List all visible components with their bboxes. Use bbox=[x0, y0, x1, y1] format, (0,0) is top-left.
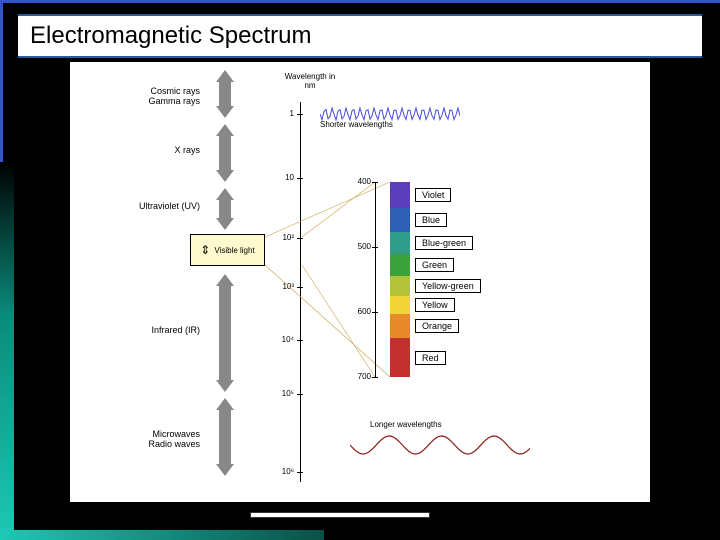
color-segment bbox=[390, 208, 410, 232]
color-label: Blue bbox=[415, 213, 447, 227]
color-label: Yellow-green bbox=[415, 279, 481, 293]
visible-tick-label: 600 bbox=[351, 307, 371, 316]
color-label: Orange bbox=[415, 319, 459, 333]
visible-tick-label: 400 bbox=[351, 177, 371, 186]
color-label: Violet bbox=[415, 188, 451, 202]
visible-tick-label: 500 bbox=[351, 242, 371, 251]
connector-lines bbox=[70, 62, 650, 502]
color-segment bbox=[390, 338, 410, 377]
color-segment bbox=[390, 276, 410, 296]
color-segment bbox=[390, 232, 410, 254]
color-segment bbox=[390, 296, 410, 314]
visible-color-bar bbox=[390, 182, 410, 377]
visible-tick bbox=[372, 182, 378, 183]
color-label: Green bbox=[415, 258, 454, 272]
page-title: Electromagnetic Spectrum bbox=[30, 22, 690, 50]
color-label: Yellow bbox=[415, 298, 455, 312]
visible-tick bbox=[372, 247, 378, 248]
visible-axis bbox=[375, 182, 376, 377]
bottom-bar bbox=[250, 512, 430, 518]
color-segment bbox=[390, 314, 410, 338]
visible-tick bbox=[372, 312, 378, 313]
color-label: Red bbox=[415, 351, 446, 365]
color-segment bbox=[390, 182, 410, 208]
visible-tick-label: 700 bbox=[351, 372, 371, 381]
color-segment bbox=[390, 254, 410, 276]
title-bar: Electromagnetic Spectrum bbox=[18, 14, 702, 58]
color-label: Blue-green bbox=[415, 236, 473, 250]
bottom-accent bbox=[0, 530, 324, 540]
spectrum-diagram: Cosmic raysGamma raysX raysUltraviolet (… bbox=[70, 62, 650, 502]
visible-tick bbox=[372, 377, 378, 378]
left-accent bbox=[0, 162, 14, 540]
